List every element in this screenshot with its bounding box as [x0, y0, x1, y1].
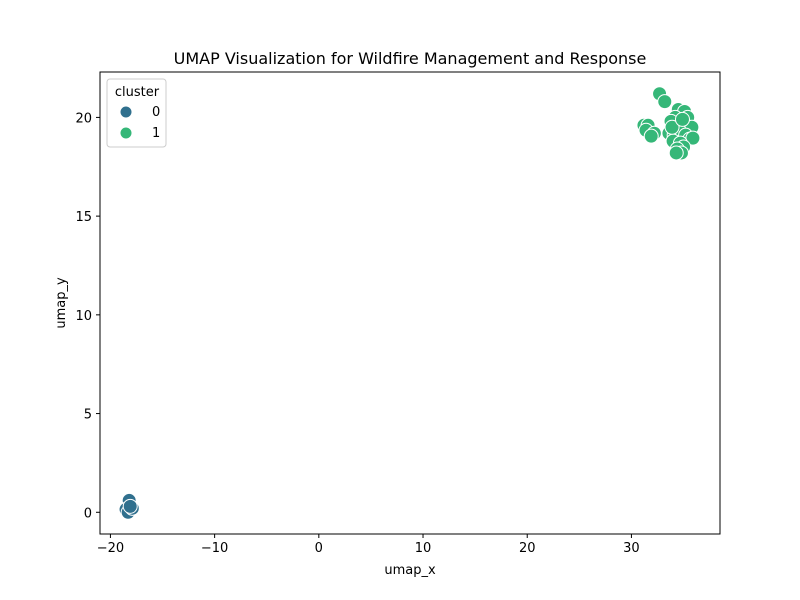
cluster-1-point: [668, 145, 684, 161]
legend-label-0: 0: [152, 105, 160, 120]
y-tick-label: 20: [75, 111, 92, 126]
legend-label-1: 1: [152, 126, 160, 141]
y-tick-label: 5: [84, 408, 92, 423]
plot-frame: [99, 71, 721, 535]
y-tick-label: 15: [75, 210, 92, 225]
x-tick-label: 0: [315, 541, 323, 556]
x-tick-label: −20: [97, 541, 124, 556]
legend-marker-0: [119, 105, 133, 119]
y-tick-label: 10: [75, 309, 92, 324]
cluster-1-point: [657, 94, 673, 110]
y-axis-label: umap_y: [54, 277, 69, 329]
chart-title: UMAP Visualization for Wildfire Manageme…: [174, 49, 647, 68]
cluster-1-point: [643, 128, 659, 144]
x-axis-label: umap_x: [384, 563, 436, 578]
cluster-0-point: [122, 498, 138, 514]
x-tick-label: 30: [623, 541, 640, 556]
y-axis-ticks: 0 5 10 15 20: [75, 111, 100, 521]
x-tick-label: −10: [201, 541, 228, 556]
legend-marker-1: [119, 126, 133, 140]
x-tick-label: 20: [519, 541, 536, 556]
y-tick-label: 0: [84, 506, 92, 521]
x-tick-label: 10: [415, 541, 432, 556]
cluster-1-point: [674, 111, 690, 127]
legend-title: cluster: [115, 85, 160, 100]
cluster-1-point: [664, 119, 680, 135]
points-layer: [118, 86, 701, 520]
legend: cluster 0 1: [106, 78, 167, 148]
x-axis-ticks: −20 −10 0 10 20 30: [97, 534, 640, 556]
